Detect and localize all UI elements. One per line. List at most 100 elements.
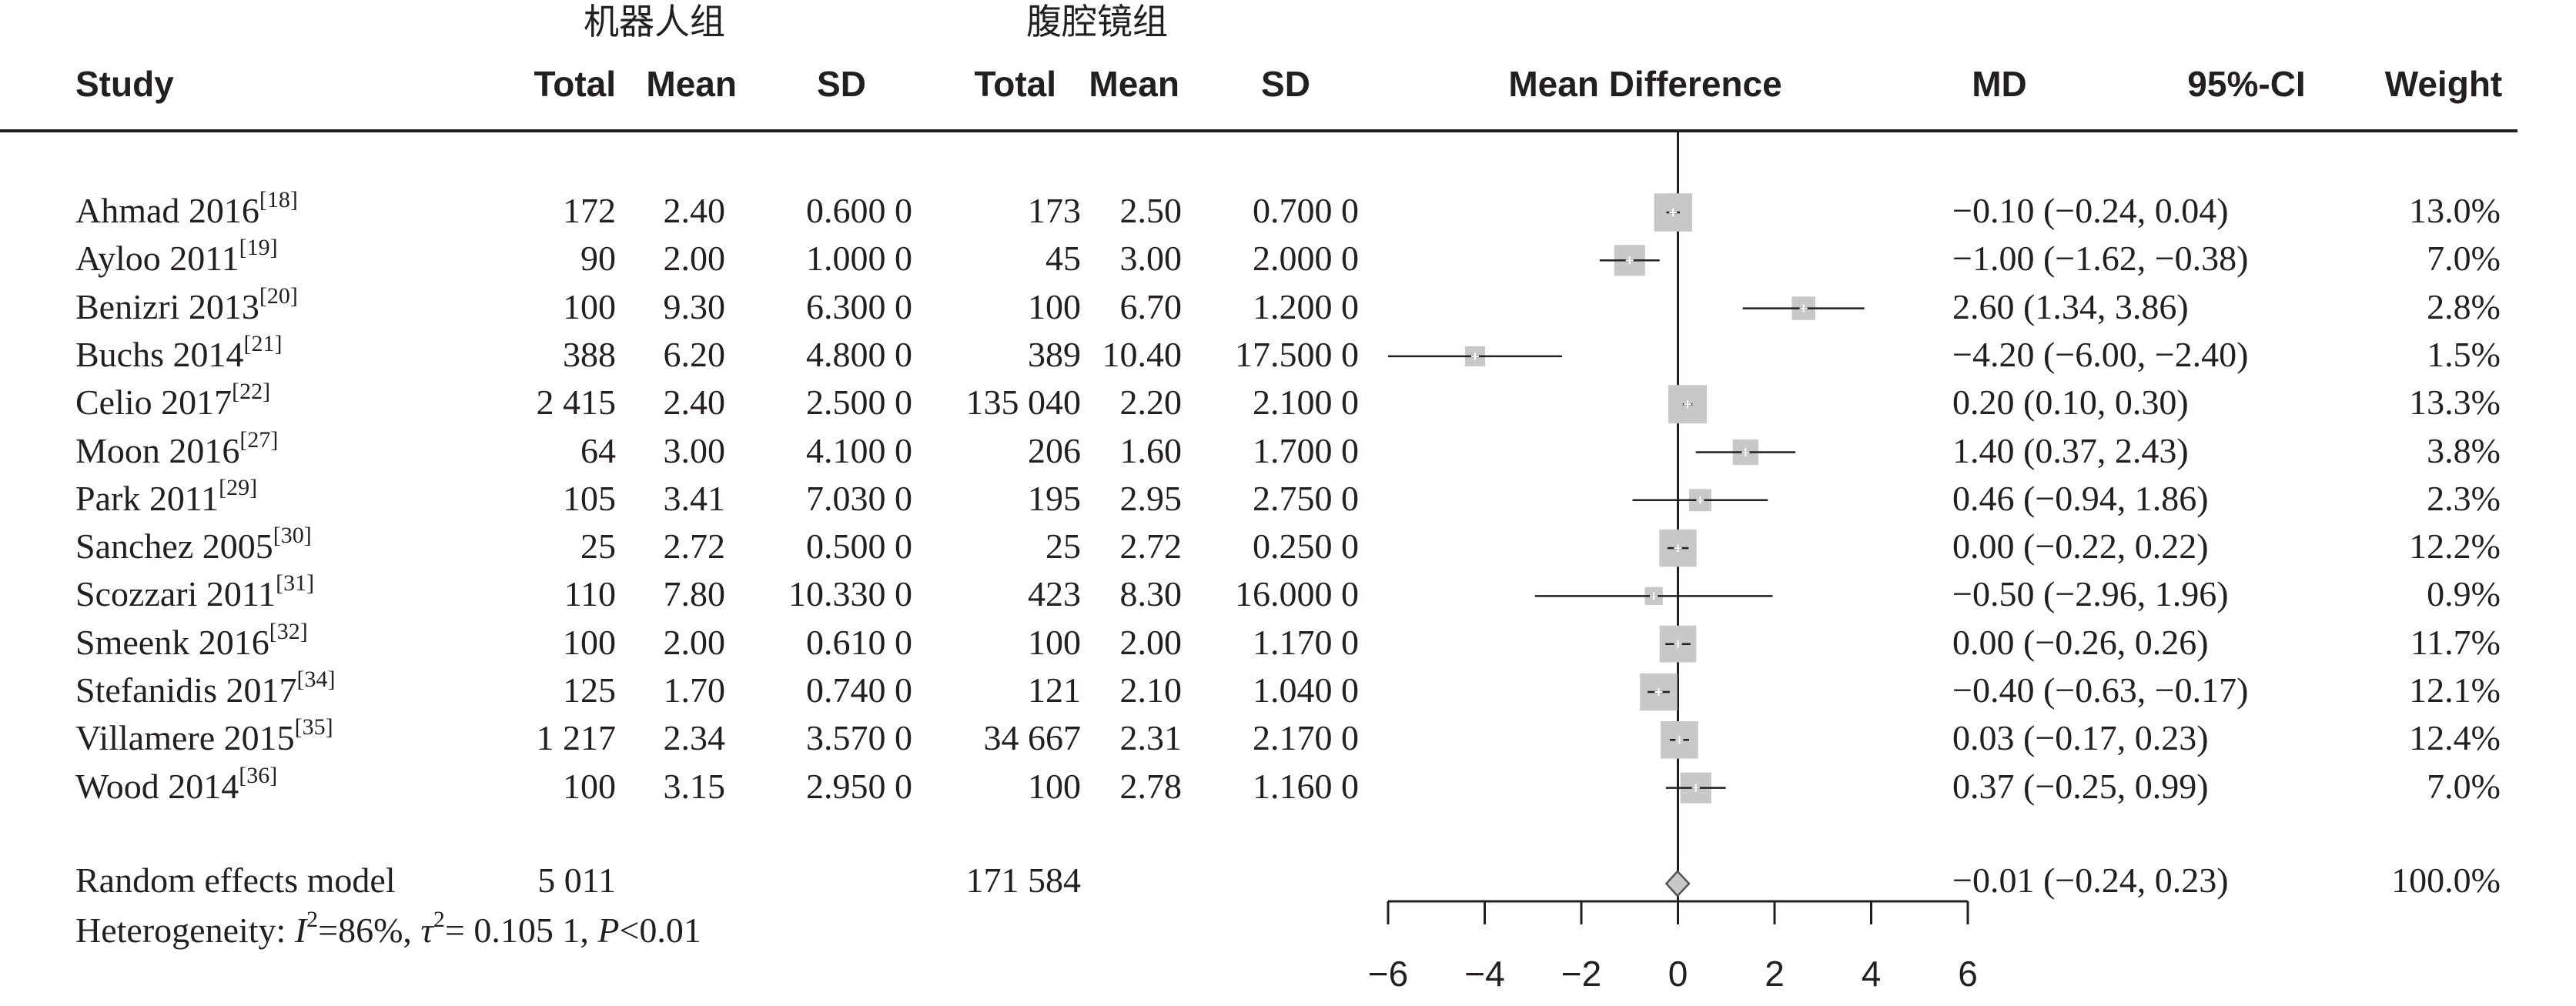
cell-total-robot: 105 (563, 479, 616, 518)
cell-total-robot: 25 (580, 526, 616, 566)
cell-mean-robot: 3.15 (663, 767, 726, 806)
cell-weight: 2.3% (2427, 479, 2501, 518)
laparoscopic-group-label: 腹腔镜组 (1026, 1, 1168, 42)
cell-sd-lap: 1.040 0 (1253, 670, 1359, 710)
cell-mean-robot: 6.20 (663, 335, 726, 374)
cell-total-lap: 135 040 (965, 383, 1082, 422)
cell-mean-lap: 2.20 (1119, 383, 1183, 422)
cell-mean-lap: 2.00 (1119, 623, 1183, 662)
study-name: Park 2011[29] (75, 475, 258, 518)
cell-sd-robot: 3.570 0 (806, 718, 912, 757)
summary-total-lap: 171 584 (965, 861, 1082, 900)
cell-md-ci: −0.40 (−0.63, −0.17) (1952, 670, 2249, 710)
cell-total-lap: 100 (1028, 767, 1081, 806)
cell-sd-robot: 2.500 0 (806, 383, 912, 422)
cell-total-robot: 388 (563, 335, 616, 374)
cell-total-robot: 64 (580, 431, 616, 470)
cell-sd-lap: 2.170 0 (1253, 718, 1359, 757)
cell-weight: 0.9% (2427, 574, 2501, 613)
cell-total-robot: 2 415 (536, 383, 617, 422)
cell-mean-lap: 10.40 (1102, 335, 1183, 374)
cell-sd-robot: 0.610 0 (806, 623, 912, 662)
cell-total-robot: 125 (563, 670, 616, 710)
cell-weight: 13.0% (2409, 191, 2501, 230)
cell-mean-robot: 2.40 (663, 191, 726, 230)
cell-sd-robot: 4.800 0 (806, 335, 912, 374)
study-name: Celio 2017[22] (75, 379, 271, 422)
cell-md-ci: 0.03 (−0.17, 0.23) (1952, 718, 2209, 757)
study-name: Ayloo 2011[19] (75, 235, 278, 278)
study-name: Villamere 2015[35] (75, 714, 333, 757)
cell-sd-robot: 6.300 0 (806, 287, 912, 326)
x-axis-tick-label: 4 (1862, 954, 1882, 994)
cell-total-lap: 195 (1028, 479, 1081, 518)
header-ci: 95%-CI (2187, 64, 2306, 104)
cell-total-lap: 206 (1028, 431, 1081, 470)
cell-mean-lap: 2.10 (1119, 670, 1183, 710)
cell-md-ci: 0.00 (−0.26, 0.26) (1952, 623, 2209, 662)
cell-md-ci: 2.60 (1.34, 3.86) (1952, 287, 2189, 326)
cell-md-ci: 0.20 (0.10, 0.30) (1952, 383, 2189, 422)
cell-mean-lap: 3.00 (1119, 239, 1183, 278)
cell-weight: 2.8% (2427, 287, 2501, 326)
cell-sd-robot: 1.000 0 (806, 239, 912, 278)
cell-sd-robot: 0.500 0 (806, 526, 912, 566)
x-axis-tick-label: 6 (1958, 954, 1978, 994)
cell-total-lap: 25 (1045, 526, 1081, 566)
cell-mean-lap: 2.50 (1119, 191, 1183, 230)
cell-mean-robot: 2.00 (663, 239, 726, 278)
study-name: Stefanidis 2017[34] (75, 667, 336, 710)
cell-total-lap: 173 (1028, 191, 1081, 230)
header-total-robot: Total (534, 64, 616, 104)
cell-total-robot: 90 (580, 239, 616, 278)
cell-md-ci: −1.00 (−1.62, −0.38) (1952, 239, 2249, 278)
cell-total-robot: 100 (563, 287, 616, 326)
study-name: Sanchez 2005[30] (75, 523, 312, 566)
cell-sd-lap: 1.200 0 (1253, 287, 1359, 326)
summary-md-ci: −0.01 (−0.24, 0.23) (1952, 861, 2229, 900)
x-axis-tick-label: −6 (1368, 954, 1408, 994)
cell-sd-lap: 0.250 0 (1253, 526, 1359, 566)
cell-md-ci: 0.00 (−0.22, 0.22) (1952, 526, 2209, 566)
cell-sd-robot: 4.100 0 (806, 431, 912, 470)
header-sd-lap: SD (1261, 64, 1310, 104)
cell-weight: 7.0% (2427, 767, 2501, 806)
cell-mean-robot: 2.40 (663, 383, 726, 422)
cell-weight: 12.4% (2409, 718, 2501, 757)
cell-total-lap: 100 (1028, 623, 1081, 662)
cell-mean-lap: 2.78 (1119, 767, 1183, 806)
cell-md-ci: 1.40 (0.37, 2.43) (1952, 431, 2189, 470)
cell-sd-robot: 10.330 0 (788, 574, 912, 613)
cell-md-ci: −0.50 (−2.96, 1.96) (1952, 574, 2229, 613)
cell-mean-lap: 1.60 (1119, 431, 1183, 470)
cell-total-lap: 100 (1028, 287, 1081, 326)
cell-mean-lap: 6.70 (1119, 287, 1183, 326)
x-axis-tick-label: 0 (1668, 954, 1688, 994)
cell-total-robot: 1 217 (536, 718, 617, 757)
summary-weight: 100.0% (2391, 861, 2501, 900)
cell-weight: 1.5% (2427, 335, 2501, 374)
header-sd-robot: SD (817, 64, 866, 104)
robot-group-label: 机器人组 (584, 1, 725, 42)
cell-total-robot: 110 (564, 574, 616, 613)
cell-md-ci: 0.46 (−0.94, 1.86) (1952, 479, 2209, 518)
cell-weight: 3.8% (2427, 431, 2501, 470)
cell-mean-lap: 8.30 (1119, 574, 1183, 613)
summary-total-robot: 5 011 (537, 861, 616, 900)
cell-sd-lap: 16.000 0 (1235, 574, 1359, 613)
cell-mean-robot: 2.34 (663, 718, 726, 757)
cell-sd-robot: 0.600 0 (806, 191, 912, 230)
cell-mean-lap: 2.31 (1119, 718, 1183, 757)
cell-md-ci: 0.37 (−0.25, 0.99) (1952, 767, 2209, 806)
cell-mean-lap: 2.95 (1119, 479, 1183, 518)
x-axis-tick-label: 2 (1765, 954, 1785, 994)
header-rule (0, 129, 2517, 132)
study-name: Buchs 2014[21] (75, 331, 283, 374)
cell-mean-robot: 3.41 (663, 479, 726, 518)
cell-total-robot: 100 (563, 623, 616, 662)
header-weight: Weight (2384, 64, 2503, 104)
cell-total-robot: 100 (563, 767, 616, 806)
x-axis-tick-label: −4 (1464, 954, 1504, 994)
cell-md-ci: −4.20 (−6.00, −2.40) (1952, 335, 2249, 374)
